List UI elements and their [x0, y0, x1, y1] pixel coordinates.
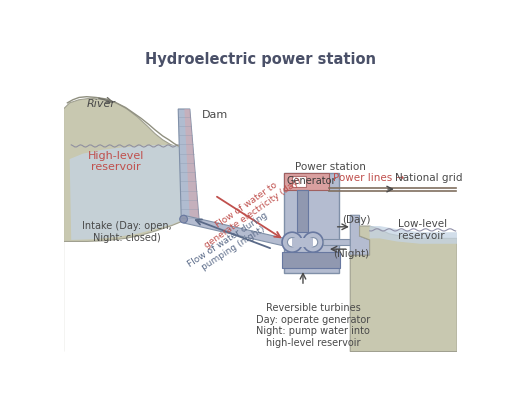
Text: Power station: Power station	[295, 162, 366, 172]
Bar	[282, 252, 340, 268]
Text: Low-level
reservoir: Low-level reservoir	[398, 219, 448, 241]
Polygon shape	[184, 109, 199, 221]
Bar	[284, 173, 329, 190]
Polygon shape	[370, 226, 457, 244]
Text: National grid: National grid	[395, 173, 463, 183]
Bar	[292, 176, 306, 187]
Text: Dam: Dam	[202, 110, 228, 120]
Text: Power lines →: Power lines →	[333, 173, 404, 183]
Text: (Night): (Night)	[333, 249, 369, 259]
Text: Intake (Day: open,
Night: closed): Intake (Day: open, Night: closed)	[82, 222, 172, 243]
Polygon shape	[350, 215, 370, 255]
Bar	[292, 237, 313, 247]
Text: Flow of water during
pumping (night): Flow of water during pumping (night)	[186, 210, 274, 277]
Bar	[284, 173, 339, 273]
Text: (Day): (Day)	[342, 215, 371, 225]
Polygon shape	[350, 226, 457, 352]
Polygon shape	[183, 215, 284, 246]
Text: Reversible turbines
Day: operate generator
Night: pump water into
high-level res: Reversible turbines Day: operate generat…	[256, 303, 370, 348]
Circle shape	[303, 232, 323, 252]
Text: Generator: Generator	[287, 177, 336, 186]
Bar	[323, 239, 350, 245]
Text: River: River	[87, 100, 116, 109]
Text: Hydroelectric power station: Hydroelectric power station	[145, 52, 376, 67]
Polygon shape	[70, 145, 181, 240]
Text: High-level
reservoir: High-level reservoir	[88, 150, 144, 172]
Circle shape	[180, 215, 187, 223]
Circle shape	[282, 232, 302, 252]
Bar	[297, 190, 308, 232]
Circle shape	[308, 237, 318, 247]
Circle shape	[288, 237, 297, 247]
Text: Flow of water to
generate electricity (day): Flow of water to generate electricity (d…	[197, 168, 303, 250]
Polygon shape	[64, 98, 183, 352]
Polygon shape	[178, 109, 199, 221]
